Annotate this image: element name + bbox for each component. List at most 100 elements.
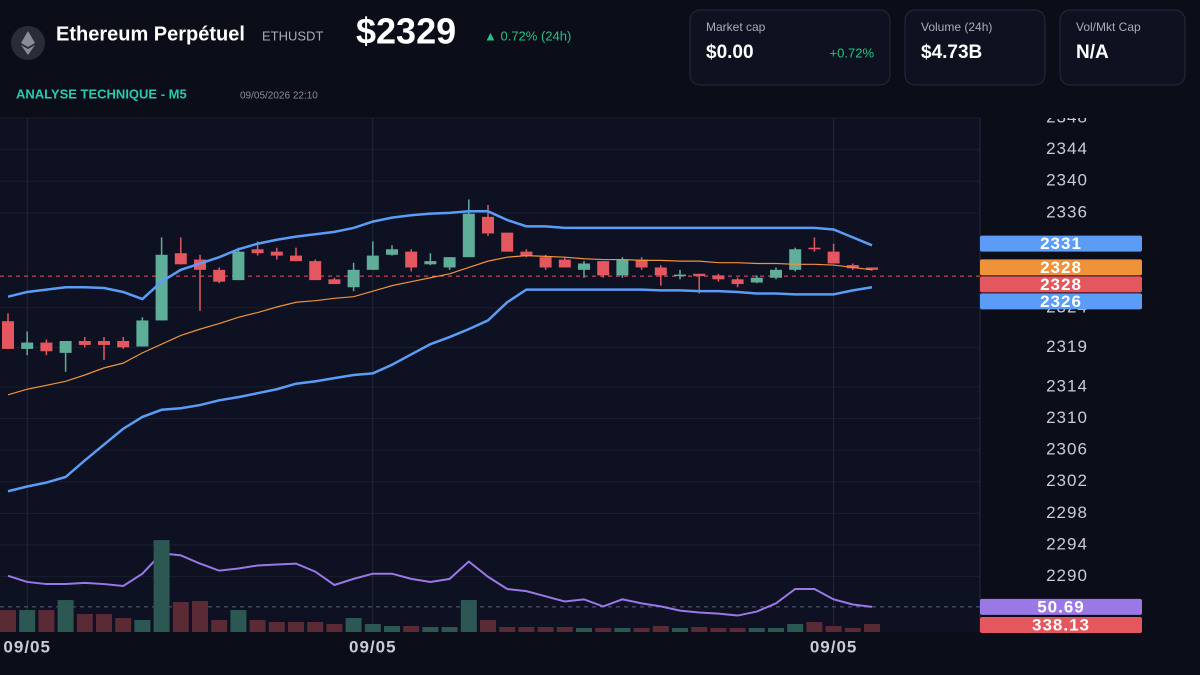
stat-change: +0.72% [830, 45, 875, 60]
volume-bar [211, 620, 228, 632]
indicator-line [7, 210, 873, 301]
stat-card [1059, 9, 1186, 86]
volume-bar [537, 626, 554, 632]
stat-value: $4.73B [921, 42, 982, 63]
candle-body [443, 257, 456, 268]
volume-bar [710, 628, 727, 632]
candle-body [251, 249, 264, 254]
candle-body [616, 259, 629, 276]
price-badge [980, 276, 1142, 293]
stat-cards: Market cap $0.00 +0.72% Volume (24h) $4.… [689, 9, 1186, 86]
candle-body [21, 342, 34, 349]
candle-body [635, 259, 648, 268]
volume-bar [96, 614, 112, 632]
candle-body [213, 269, 226, 282]
candle-body [578, 263, 590, 270]
x-tick-label: 09/05 [810, 637, 858, 656]
candle-body [2, 321, 14, 349]
price-badge [980, 293, 1142, 310]
candle-body [386, 249, 398, 255]
stat-label: Volume (24h) [921, 20, 992, 34]
y-tick-label: 2319 [1046, 337, 1088, 356]
asset-name: Ethereum Perpétuel [56, 23, 245, 45]
candle-body [405, 251, 418, 268]
candle-body [270, 251, 283, 256]
price-badge-label: 2328 [1040, 258, 1082, 277]
volume-bar [115, 618, 132, 632]
volume-bar [499, 626, 516, 632]
stat-card [904, 9, 1046, 86]
price-badge [980, 598, 1142, 615]
volume-bar [595, 628, 612, 632]
y-tick-label: 2302 [1046, 471, 1088, 490]
y-tick-label: 2290 [1046, 566, 1088, 585]
price-change: ▲ 0.72% (24h) [484, 28, 571, 43]
volume-bar [518, 626, 535, 632]
volume-bar [19, 610, 36, 632]
analysis-label: ANALYSE TECHNIQUE - M5 [16, 86, 187, 101]
volume-bar [480, 620, 496, 632]
volume-bar [633, 628, 650, 632]
y-tick-label: 2306 [1046, 440, 1088, 459]
candle-body [770, 269, 782, 278]
candle-body [136, 320, 149, 347]
candle-body [654, 267, 667, 276]
candle-body [424, 261, 437, 265]
volume-bar [76, 614, 93, 632]
volume-bar [864, 624, 880, 632]
volume-bar [576, 628, 592, 632]
candle-body [558, 259, 571, 268]
volume-bar [844, 628, 861, 632]
volume-bar [288, 622, 304, 632]
stat-value: $0.00 [706, 42, 754, 63]
volume-bar [652, 626, 669, 632]
candle-body [693, 273, 706, 277]
rsi-line [7, 552, 873, 617]
y-tick-label: 2340 [1046, 171, 1088, 190]
stat-card [689, 9, 891, 86]
candle-body [866, 267, 878, 270]
candle-body [290, 255, 302, 262]
indicator-line [7, 254, 873, 396]
volume-bar [268, 622, 285, 632]
candle-body [155, 254, 168, 321]
volume-bar [441, 626, 458, 632]
y-tick-label: 2294 [1046, 534, 1088, 553]
price-badge-label: 338.13 [1032, 616, 1090, 635]
candle-body [789, 249, 802, 270]
candle-body [712, 275, 725, 280]
candle-body [328, 279, 341, 285]
volume-bar [57, 600, 74, 632]
volume-bar [364, 624, 381, 632]
candle-body [174, 253, 187, 265]
stat-label: Market cap [706, 20, 766, 34]
volume-bar [768, 628, 784, 632]
candle-body [366, 255, 379, 270]
asset-symbol: ETHUSDT [262, 28, 323, 43]
y-tick-label: 2348 [1046, 107, 1088, 126]
volume-bar [307, 622, 324, 632]
candle-body [808, 247, 821, 250]
price-badge [980, 259, 1142, 276]
candle-body [309, 261, 322, 281]
volume-bar [787, 624, 804, 632]
volume-bar [134, 620, 151, 632]
volume-bar [0, 610, 16, 632]
volume-bar [345, 618, 362, 632]
candle-body [117, 340, 130, 348]
price-badge [980, 235, 1142, 252]
y-tick-label: 2298 [1046, 503, 1088, 522]
volume-bar [614, 628, 631, 632]
price: $2329 [356, 11, 456, 52]
candle-body [731, 279, 744, 285]
plot-area [0, 118, 980, 632]
candle-body [462, 213, 475, 258]
volume-bar [153, 540, 170, 632]
volume-bar [422, 626, 439, 632]
candle-body [846, 265, 859, 269]
volume-bar [556, 626, 573, 632]
volume-bar [326, 624, 343, 632]
candle-body [78, 340, 91, 345]
volume-bar [460, 600, 477, 632]
